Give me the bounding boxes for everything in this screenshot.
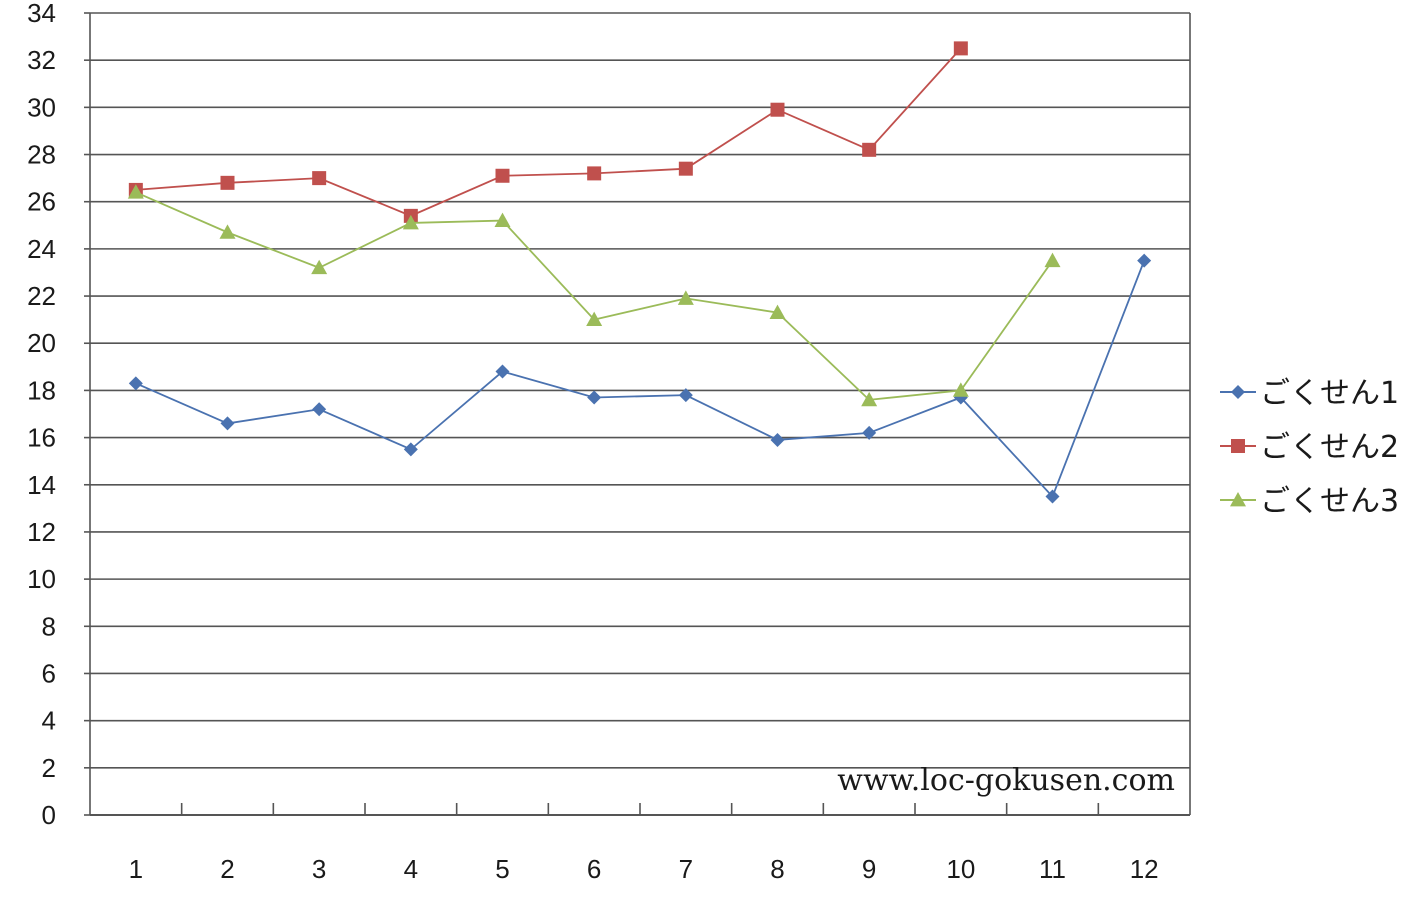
y-tick-label: 14 xyxy=(27,470,56,500)
series-line xyxy=(135,47,962,217)
y-tick-label: 24 xyxy=(27,234,56,264)
data-point xyxy=(403,442,418,457)
legend-marker xyxy=(1231,439,1245,453)
y-tick-label: 28 xyxy=(27,140,56,170)
data-point xyxy=(495,364,510,379)
data-point xyxy=(1045,489,1060,504)
y-tick-label: 16 xyxy=(27,423,56,453)
x-tick-label: 8 xyxy=(770,854,784,884)
series-3 xyxy=(127,184,1061,407)
y-tick-label: 0 xyxy=(42,800,56,830)
y-tick-label: 8 xyxy=(42,611,56,641)
data-point xyxy=(312,171,327,186)
data-point xyxy=(495,168,510,183)
y-tick-label: 32 xyxy=(27,45,56,75)
y-tick-label: 12 xyxy=(27,517,56,547)
axes xyxy=(84,12,1191,816)
y-tick-label: 26 xyxy=(27,187,56,217)
legend-marker xyxy=(1231,385,1245,399)
x-tick-label: 4 xyxy=(404,854,418,884)
x-tick-labels: 1 2 3 4 5 6 7 8 9 10 11 12 xyxy=(129,854,1159,884)
data-point xyxy=(587,390,602,405)
series-lines xyxy=(127,41,1152,504)
data-point xyxy=(952,382,969,397)
legend-label: ごくせん1 xyxy=(1260,376,1399,411)
y-tick-label: 34 xyxy=(27,0,56,28)
data-point xyxy=(861,391,878,407)
data-point xyxy=(311,259,328,275)
data-point xyxy=(494,212,511,227)
x-tick-label: 2 xyxy=(220,854,234,884)
data-point xyxy=(586,311,603,327)
y-tick-label: 2 xyxy=(42,753,56,783)
gridlines xyxy=(90,12,1190,769)
x-tick-label: 12 xyxy=(1130,854,1159,884)
x-tick-label: 1 xyxy=(129,854,143,884)
y-tick-label: 4 xyxy=(42,706,56,736)
y-tick-label: 6 xyxy=(42,658,56,688)
x-tick-label: 10 xyxy=(946,854,975,884)
x-tick-label: 7 xyxy=(679,854,693,884)
x-tick-label: 3 xyxy=(312,854,326,884)
data-point xyxy=(677,290,694,305)
series-2 xyxy=(128,41,968,223)
data-point xyxy=(127,184,144,199)
data-point xyxy=(1137,253,1152,268)
data-point xyxy=(402,214,419,230)
legend-item-1: ごくせん1 xyxy=(1220,376,1399,411)
y-tick-label: 10 xyxy=(27,564,56,594)
data-point xyxy=(862,425,877,440)
legend-marker xyxy=(1230,492,1246,507)
series-1 xyxy=(128,253,1152,504)
x-tick-label: 11 xyxy=(1039,854,1066,884)
legend-label: ごくせん2 xyxy=(1260,430,1399,465)
x-tick-label: 5 xyxy=(495,854,509,884)
data-point xyxy=(219,224,236,239)
series-line xyxy=(135,260,1146,499)
data-point xyxy=(312,402,327,417)
data-point xyxy=(770,432,785,447)
data-point xyxy=(220,416,235,431)
data-point xyxy=(128,376,143,391)
data-point xyxy=(587,166,602,181)
data-point xyxy=(1044,252,1061,268)
data-point xyxy=(220,175,235,190)
data-point xyxy=(770,102,785,117)
data-point xyxy=(953,41,968,56)
x-tick-label: 9 xyxy=(862,854,876,884)
data-point xyxy=(678,388,693,403)
data-point xyxy=(862,142,877,157)
x-tick-label: 6 xyxy=(587,854,601,884)
legend-label: ごくせん3 xyxy=(1260,484,1399,519)
legend-item-2: ごくせん2 xyxy=(1220,430,1399,465)
y-tick-label: 30 xyxy=(27,92,56,122)
watermark-text: www.loc-gokusen.com xyxy=(837,763,1175,798)
legend: ごくせん1 ごくせん2 ごくせん3 xyxy=(1220,376,1399,519)
y-tick-label: 18 xyxy=(27,375,56,405)
data-point xyxy=(678,161,693,176)
data-point xyxy=(769,304,786,319)
legend-item-3: ごくせん3 xyxy=(1220,484,1399,519)
y-tick-label: 20 xyxy=(27,328,56,358)
y-tick-label: 22 xyxy=(27,281,56,311)
